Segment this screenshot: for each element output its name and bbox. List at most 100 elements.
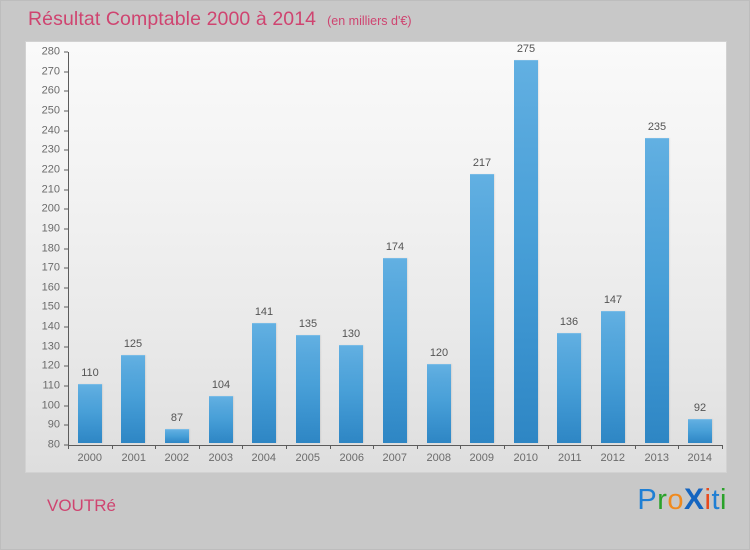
bar[interactable] bbox=[165, 429, 189, 443]
bar[interactable] bbox=[339, 344, 363, 443]
bar[interactable] bbox=[252, 323, 276, 443]
y-axis-tick-mark bbox=[64, 208, 68, 210]
x-axis-tick-mark bbox=[548, 445, 549, 449]
bar[interactable] bbox=[121, 354, 145, 443]
logo-letter: X bbox=[684, 483, 705, 516]
bar[interactable] bbox=[645, 138, 669, 443]
chart-header: Résultat Comptable 2000 à 2014 (en milli… bbox=[1, 1, 749, 37]
y-axis-tick-label: 180 bbox=[41, 242, 60, 254]
bar-group[interactable]: 135 bbox=[296, 317, 320, 443]
x-axis-tick-label: 2000 bbox=[77, 452, 103, 464]
y-axis-tick-mark bbox=[64, 110, 68, 112]
bar[interactable] bbox=[688, 419, 712, 443]
bar[interactable] bbox=[601, 311, 625, 443]
y-axis-tick-mark bbox=[64, 306, 68, 308]
y-axis-tick-mark bbox=[64, 326, 68, 328]
x-axis-tick-label: 2011 bbox=[557, 452, 582, 464]
bar-group[interactable]: 136 bbox=[557, 315, 581, 443]
bar-group[interactable]: 235 bbox=[645, 122, 669, 443]
bar[interactable] bbox=[427, 364, 451, 443]
logo-letter: P bbox=[637, 484, 658, 516]
bar[interactable] bbox=[557, 332, 581, 443]
bar[interactable] bbox=[470, 173, 494, 443]
x-axis-tick-mark bbox=[286, 445, 287, 449]
plot-frame: 80 90 100 110 120 130 140 150 160 170 180 190 200 210… bbox=[25, 41, 727, 473]
x-axis-tick-label: 2010 bbox=[513, 452, 539, 464]
bar-group[interactable]: 110 bbox=[78, 368, 102, 443]
bar-group[interactable]: 104 bbox=[209, 378, 233, 443]
x-axis-tick-label: 2012 bbox=[600, 452, 626, 464]
x-axis-tick-mark bbox=[722, 445, 723, 449]
bar-group[interactable]: 174 bbox=[383, 242, 407, 443]
bar-value-label: 135 bbox=[298, 317, 318, 330]
bar-group[interactable]: 125 bbox=[121, 337, 145, 443]
x-axis-tick-label: 2007 bbox=[382, 452, 408, 464]
y-axis-tick-label: 150 bbox=[41, 300, 60, 313]
y-axis-tick-mark bbox=[64, 346, 68, 348]
bar-group[interactable]: 92 bbox=[688, 403, 712, 443]
y-axis-tick-label: 90 bbox=[47, 418, 60, 431]
y-axis-tick-mark bbox=[64, 228, 68, 230]
bar[interactable] bbox=[296, 334, 320, 443]
bar-value-label: 125 bbox=[123, 337, 143, 350]
bar[interactable] bbox=[209, 395, 233, 443]
bar-value-label: 87 bbox=[170, 412, 184, 425]
bar-value-label: 120 bbox=[429, 347, 449, 360]
bar-value-label: 104 bbox=[211, 378, 231, 391]
x-axis-tick-label: 2004 bbox=[251, 452, 277, 464]
y-axis-tick-label: 200 bbox=[41, 202, 60, 215]
page-title: Résultat Comptable 2000 à 2014 bbox=[28, 7, 317, 30]
y-axis-tick-label: 240 bbox=[41, 124, 60, 137]
x-axis-tick-label: 2002 bbox=[164, 452, 190, 464]
x-axis-tick-mark bbox=[155, 445, 156, 449]
bar-group[interactable]: 217 bbox=[470, 156, 494, 443]
bar-group[interactable]: 147 bbox=[601, 295, 625, 443]
y-axis-tick-mark bbox=[64, 444, 68, 446]
y-axis-tick-mark bbox=[64, 189, 68, 191]
x-axis-tick-mark bbox=[635, 445, 636, 449]
bar-value-label: 217 bbox=[472, 156, 492, 169]
bar-value-label: 92 bbox=[693, 402, 707, 415]
y-axis-tick-label: 190 bbox=[41, 222, 60, 235]
bar[interactable] bbox=[78, 384, 102, 443]
bar-value-label: 110 bbox=[81, 367, 99, 380]
logo-letter: i bbox=[704, 484, 712, 516]
y-axis-tick-mark bbox=[64, 405, 68, 407]
x-axis-tick-label: 2008 bbox=[426, 452, 452, 464]
bar-group[interactable]: 141 bbox=[252, 307, 276, 443]
y-axis-tick-label: 100 bbox=[41, 399, 60, 412]
x-axis-tick-label: 2003 bbox=[208, 452, 234, 464]
bar-group[interactable]: 120 bbox=[427, 348, 451, 443]
y-axis-tick-mark bbox=[64, 287, 68, 289]
bar-value-label: 147 bbox=[603, 294, 623, 307]
x-axis-tick-mark bbox=[504, 445, 505, 449]
bar-group[interactable]: 130 bbox=[339, 328, 363, 443]
y-axis-tick-label: 210 bbox=[41, 183, 60, 196]
y-axis-tick-label: 280 bbox=[41, 45, 60, 58]
y-axis-tick-label: 250 bbox=[41, 104, 60, 117]
bar-value-label: 136 bbox=[559, 315, 579, 328]
x-axis-tick-mark bbox=[242, 445, 243, 449]
x-axis-tick-label: 2006 bbox=[339, 452, 365, 464]
y-axis-tick-label: 110 bbox=[42, 379, 60, 392]
y-axis-tick-mark bbox=[64, 71, 68, 73]
bar[interactable] bbox=[383, 258, 407, 443]
bar-group[interactable]: 87 bbox=[165, 413, 189, 443]
logo-letter: o bbox=[667, 484, 685, 516]
x-axis-tick-mark bbox=[417, 445, 418, 449]
logo-letter: i bbox=[720, 484, 727, 516]
bar[interactable] bbox=[514, 59, 538, 443]
x-axis-tick-label: 2013 bbox=[644, 452, 670, 464]
y-axis-tick-mark bbox=[64, 130, 68, 132]
x-axis-tick-mark bbox=[373, 445, 374, 449]
y-axis-tick-label: 130 bbox=[41, 340, 60, 353]
x-axis-tick-mark bbox=[112, 445, 113, 449]
bar-group[interactable]: 275 bbox=[514, 43, 538, 443]
x-axis-tick-mark bbox=[460, 445, 461, 449]
x-axis-tick-mark bbox=[591, 445, 592, 449]
y-axis-tick-label: 160 bbox=[41, 281, 60, 294]
y-axis-tick-mark bbox=[64, 424, 68, 426]
